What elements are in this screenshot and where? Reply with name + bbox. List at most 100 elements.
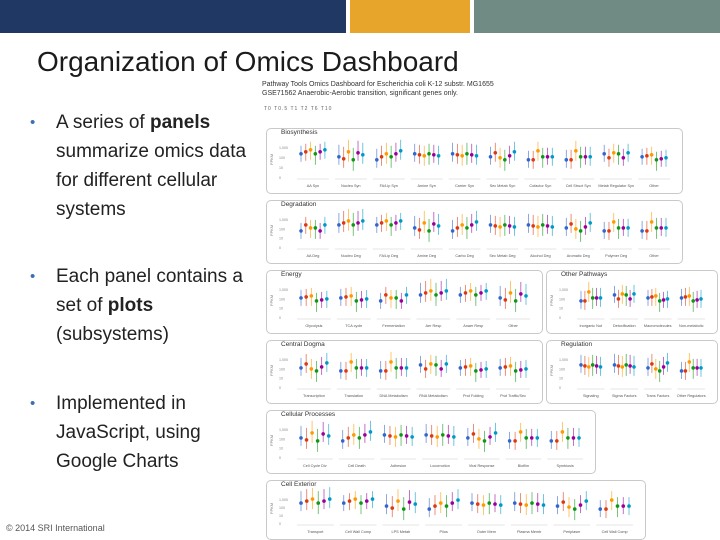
subsystem-label: Other [649, 254, 659, 258]
subsystem-plot[interactable]: Cell Wall Comp [596, 491, 633, 534]
subsystem-plot[interactable]: Cofactor Syn [524, 141, 557, 188]
median-point [313, 226, 318, 230]
median-point [566, 436, 570, 440]
y-tick-label: 1,000 [279, 288, 288, 292]
subsystem-plot[interactable]: Polymer Deg [600, 212, 633, 258]
subsystem-plot[interactable]: Macromolecules [644, 287, 672, 328]
subsystem-plot[interactable]: Adhesion [380, 424, 417, 468]
subsystem-plot[interactable]: Signaling [577, 354, 605, 398]
subsystem-plot[interactable]: Other Regulators [677, 352, 706, 398]
subsystem-plot[interactable]: AA Syn [297, 141, 329, 188]
subsystem-plot[interactable]: FA/Lip Syn [372, 139, 405, 188]
subsystem-plot[interactable]: Prot Traffic/Sec [496, 356, 530, 398]
median-point [493, 224, 498, 228]
subsystem-plot[interactable]: Locomotion [422, 423, 458, 468]
subsystem-plot[interactable]: Other [638, 211, 670, 258]
subsystem-plot[interactable]: Anaer Resp [456, 282, 491, 328]
median-point [607, 229, 611, 233]
subsystem-plot[interactable]: LPS Metab [382, 489, 420, 534]
subsystem-plot[interactable]: Viral Response [463, 422, 500, 468]
median-point [695, 366, 699, 370]
median-point [404, 366, 409, 370]
subsystem-plot[interactable]: Prot Folding [456, 357, 491, 398]
subsystem-plot[interactable]: Cell Struct Syn [562, 140, 595, 188]
panel-biosynthesis[interactable]: FPKM 1,000 100 10 0 AA Syn Nucleo Syn FA/Lip Sy… [266, 128, 683, 194]
panel-degradation[interactable]: FPKM 1,000 100 10 0 AA Deg Nucleo Deg FA/Lip De… [266, 200, 683, 264]
subsystem-plot[interactable]: Cell Death [338, 420, 375, 468]
panel-cell-exterior[interactable]: FPKM 1,000 100 10 0 Transport Cell Wall Comp LP… [266, 480, 646, 540]
subsystem-plot[interactable]: Cell Cycle Div [297, 420, 333, 468]
panel-cellular-processes[interactable]: FPKM 1,000 100 10 0 Cell Cycle Div Cell Death A… [266, 410, 596, 474]
subsystem-plot[interactable]: Amine Deg [410, 210, 443, 258]
subsystem-label: Other [649, 184, 659, 188]
subsystem-plot[interactable]: Outer Mem [468, 493, 505, 534]
subsystem-plot[interactable]: Amine Syn [410, 143, 443, 188]
subsystem-plot[interactable]: Carbo Deg [448, 210, 481, 258]
median-point [524, 367, 528, 371]
subsystem-plot[interactable]: Symbiosis [547, 421, 583, 468]
median-point [529, 436, 534, 440]
median-point [531, 224, 535, 228]
panel-title: Cellular Processes [279, 411, 338, 418]
subsystem-plot[interactable]: AA Deg [297, 216, 329, 258]
subsystem-plot[interactable]: Trans Factors [644, 352, 672, 398]
panel-central-dogma[interactable]: FPKM 1,000 100 10 0 Transcription Translation D… [266, 340, 543, 404]
subsystem-plot[interactable]: Periplasm [553, 491, 591, 534]
subsystem-plot[interactable]: Transport [297, 487, 334, 534]
subsystem-plot[interactable]: Other [496, 280, 530, 328]
median-point [493, 431, 498, 435]
subsystem-plot[interactable]: Pilus [425, 489, 462, 534]
subsystem-plot[interactable]: Other [638, 146, 670, 188]
median-point [299, 296, 303, 300]
panel-energy[interactable]: FPKM 1,000 100 10 0 Glycolysis TCA cycle Fermen… [266, 270, 543, 334]
subsystem-label: FA/Lip Deg [379, 254, 398, 258]
median-point [364, 297, 369, 301]
median-point [379, 155, 384, 159]
median-point [545, 155, 550, 159]
panel-regulation[interactable]: FPKM 1,000 100 10 0 Signaling Sigma Factors Tra… [546, 340, 718, 404]
subsystem-plot[interactable]: Nucleo Deg [334, 208, 367, 258]
subsystem-plot[interactable]: Sec Metab Deg [486, 214, 519, 258]
median-point [427, 229, 431, 233]
subsystem-plot[interactable]: Aromatic Deg [562, 212, 595, 258]
y-axis-label: FPKM [549, 365, 554, 376]
copyright-notice: © 2014 SRI International [6, 523, 105, 533]
y-tick-label: 0 [559, 386, 561, 390]
median-point [493, 151, 498, 155]
subsystem-plot[interactable]: Sigma Factors [610, 353, 639, 398]
y-tick-label: 0 [279, 316, 281, 320]
subsystem-plot[interactable]: Plasma Memb [510, 492, 548, 534]
median-point [412, 152, 417, 156]
subsystem-plot[interactable]: Non-metabolic [677, 286, 706, 328]
subsystem-plot[interactable]: FA/Lip Deg [372, 212, 405, 258]
median-point [626, 151, 630, 155]
median-point [368, 430, 373, 434]
median-point [503, 298, 508, 302]
subsystem-plot[interactable]: Carrier Syn [448, 142, 481, 188]
panel-other-pathways[interactable]: FPKM 1,000 100 10 0 Inorganic Nut Detoxificati… [546, 270, 718, 334]
median-point [518, 502, 523, 506]
median-point [621, 156, 626, 160]
median-point [571, 436, 576, 440]
subsystem-plot[interactable]: Metab Regulator Syn [598, 143, 634, 188]
subsystem-plot[interactable]: Cell Wall Comp [339, 491, 377, 534]
header-bar-gray [474, 0, 720, 33]
subsystem-plot[interactable]: Nucleo Syn [334, 139, 367, 188]
subsystem-plot[interactable]: Biofilm [505, 422, 542, 468]
subsystem-plot[interactable]: Glycolysis [297, 287, 331, 328]
median-point [444, 504, 449, 508]
median-point [427, 152, 431, 156]
subsystem-plot[interactable]: Fermentation [376, 286, 411, 328]
subsystem-plot[interactable]: Sec Metab Syn [486, 141, 519, 188]
subsystem-plot[interactable]: Transcription [297, 352, 331, 398]
subsystem-plot[interactable]: TCA cycle [336, 286, 371, 328]
subsystem-plot[interactable]: RNA Metabolism [416, 354, 451, 398]
median-point [463, 291, 468, 295]
subsystem-plot[interactable]: Detoxification [610, 284, 639, 328]
subsystem-plot[interactable]: Translation [336, 352, 371, 398]
subsystem-plot[interactable]: Inorganic Nut [577, 281, 605, 328]
subsystem-plot[interactable]: Aer Resp [416, 278, 451, 328]
subsystem-plot[interactable]: DNA Metabolism [376, 351, 411, 398]
subsystem-plot[interactable]: Alcohol Deg [524, 213, 557, 258]
median-point [341, 501, 346, 505]
